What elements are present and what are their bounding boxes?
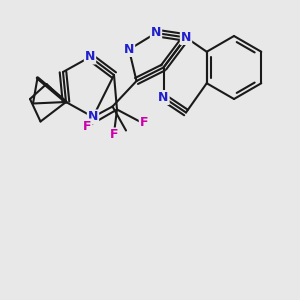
Text: F: F xyxy=(110,128,118,142)
Text: N: N xyxy=(181,31,191,44)
Text: F: F xyxy=(140,116,148,130)
Text: F: F xyxy=(83,119,91,133)
Text: N: N xyxy=(88,110,98,124)
Text: N: N xyxy=(158,91,169,104)
Text: N: N xyxy=(124,43,134,56)
Text: N: N xyxy=(151,26,161,40)
Text: N: N xyxy=(85,50,95,64)
